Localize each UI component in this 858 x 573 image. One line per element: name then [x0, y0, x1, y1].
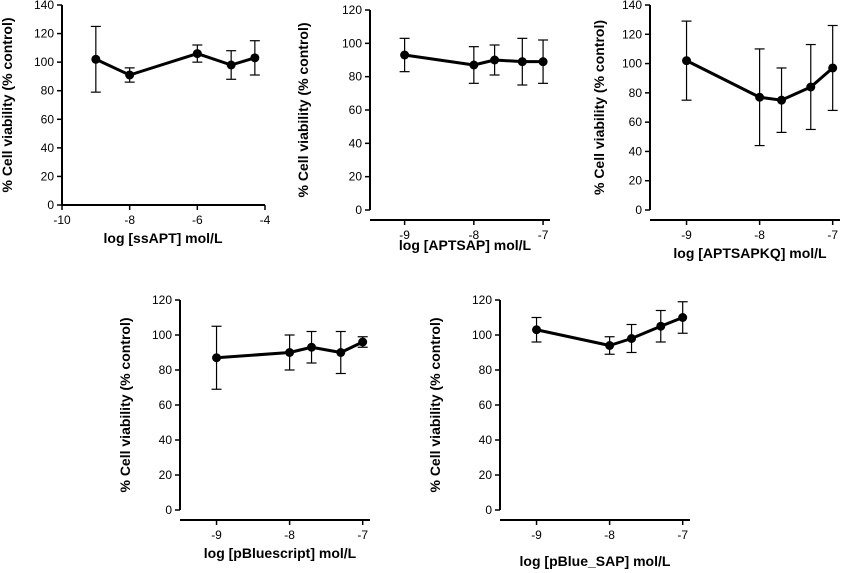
x-tick-label: -8	[754, 228, 765, 242]
data-point	[806, 82, 816, 92]
data-point	[285, 348, 295, 357]
chart-pblue-sap: 0 20 40 60 80 100 120 -9 -8 -7 log [pBlue_SAP] mol…	[427, 293, 690, 569]
y-tick-label: 120	[472, 293, 492, 307]
data-point	[755, 92, 765, 102]
y-tick-label: 60	[41, 112, 55, 126]
data-point	[358, 337, 368, 347]
y-tick-label: 40	[41, 141, 55, 155]
y-tick-label: 40	[629, 144, 643, 158]
y-tick-label: 20	[159, 468, 173, 482]
x-axis-title: log [pBlue_SAP] mol/L	[520, 553, 671, 569]
x-tick-label: -4	[260, 213, 271, 227]
y-tick-label: 0	[635, 203, 642, 217]
y-axis-title: % Cell viability (% control)	[117, 317, 133, 492]
y-tick-label: 100	[622, 57, 642, 71]
y-tick-label: 40	[159, 433, 173, 447]
data-point	[469, 60, 479, 70]
y-axis-title: % Cell viability (% control)	[295, 22, 311, 197]
x-tick-label: -7	[677, 528, 688, 542]
y-tick-label: 20	[349, 170, 363, 184]
y-tick-label: 80	[41, 84, 55, 98]
y-tick-label: 0	[355, 203, 362, 217]
x-tick-label: -9	[531, 528, 542, 542]
y-tick-label: 140	[622, 0, 642, 12]
y-axis-title: % Cell viability (% control)	[0, 17, 15, 192]
y-tick-label: 100	[342, 36, 362, 50]
y-tick-label: 80	[159, 363, 173, 377]
data-point	[532, 325, 542, 335]
y-axis-title: % Cell viability (% control)	[591, 20, 607, 195]
y-tick-label: 60	[349, 103, 363, 117]
data-point	[828, 63, 838, 73]
x-tick-label: -8	[469, 228, 480, 242]
y-tick-label: 20	[629, 174, 643, 188]
y-tick-label: 60	[159, 398, 173, 412]
y-tick-label: 20	[479, 468, 493, 482]
data-point	[250, 53, 260, 63]
data-point	[627, 334, 637, 343]
data-point	[678, 313, 688, 322]
y-tick-label: 120	[152, 293, 172, 307]
y-tick-label: 0	[47, 198, 54, 212]
x-tick-label: -9	[399, 228, 410, 242]
y-tick-label: 100	[152, 328, 172, 342]
data-point	[212, 353, 222, 363]
x-tick-label: -9	[681, 228, 692, 242]
data-point	[538, 57, 548, 67]
data-point	[192, 49, 202, 59]
x-tick-label: -7	[538, 228, 549, 242]
x-axis-title: log [APTSAPKQ] mol/L	[673, 245, 827, 261]
x-tick-label: -8	[124, 213, 135, 227]
data-point	[656, 321, 666, 331]
y-tick-label: 0	[485, 503, 492, 517]
data-point	[682, 56, 692, 66]
data-point	[777, 95, 787, 105]
y-tick-label: 40	[479, 433, 493, 447]
y-tick-label: 60	[629, 115, 643, 129]
data-point	[517, 57, 527, 67]
data-point	[336, 348, 346, 357]
x-tick-label: -7	[827, 228, 838, 242]
data-point	[91, 54, 101, 64]
y-tick-label: 80	[479, 363, 493, 377]
y-tick-label: 60	[479, 398, 493, 412]
x-tick-label: -8	[284, 528, 295, 542]
y-tick-label: 20	[41, 169, 55, 183]
y-tick-label: 80	[349, 70, 363, 84]
x-tick-label: -6	[192, 213, 203, 227]
x-tick-label: -7	[357, 528, 368, 542]
x-tick-label: -9	[211, 528, 222, 542]
y-tick-label: 120	[34, 27, 54, 41]
data-point	[307, 342, 317, 352]
y-tick-label: 120	[622, 27, 642, 41]
y-tick-label: 0	[165, 503, 172, 517]
y-tick-label: 120	[342, 3, 362, 17]
y-tick-label: 140	[34, 0, 54, 12]
y-tick-label: 40	[349, 136, 363, 150]
y-tick-label: 100	[34, 55, 54, 69]
x-tick-label: -10	[53, 213, 71, 227]
chart-ssapt: 0 20 40 60 80 100 120 140 -10 -8 -6 -4 log [ssAPT] m…	[0, 0, 271, 246]
data-point	[490, 55, 500, 65]
data-point	[125, 70, 135, 80]
data-point	[400, 50, 410, 60]
data-point	[605, 341, 615, 350]
y-axis-title: % Cell viability (% control)	[427, 317, 443, 492]
x-tick-label: -8	[604, 528, 615, 542]
chart-aptsap: 0 20 40 60 80 100 120 -9 -8 -7 log [APTSAP] mol/L%…	[295, 3, 550, 253]
y-tick-label: 80	[629, 86, 643, 100]
x-axis-title: log [pBluescript] mol/L	[204, 545, 357, 561]
x-axis-title: log [ssAPT] mol/L	[104, 230, 223, 246]
data-point	[226, 60, 236, 70]
y-tick-label: 100	[472, 328, 492, 342]
x-axis-title: log [APTSAP] mol/L	[399, 237, 532, 253]
